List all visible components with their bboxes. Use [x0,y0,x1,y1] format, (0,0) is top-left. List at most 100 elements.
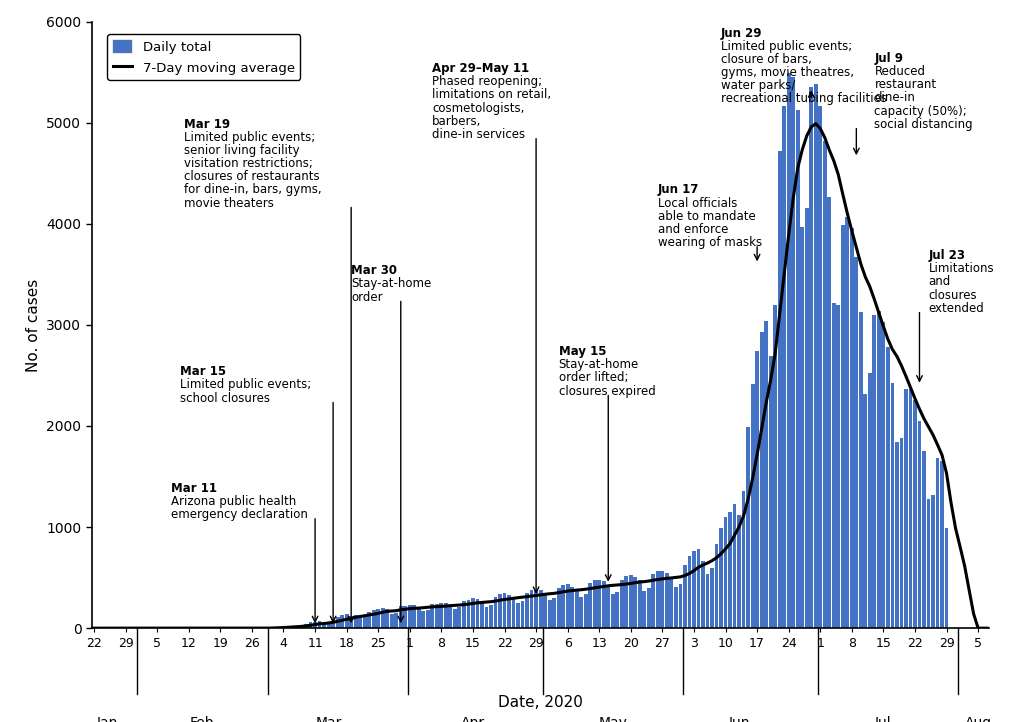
Bar [700,562,704,628]
Bar [925,500,929,628]
Bar [543,593,546,628]
Bar [763,321,767,628]
Text: gyms, movie theatres,: gyms, movie theatres, [720,66,853,79]
Text: capacity (50%);: capacity (50%); [873,105,966,118]
Bar [417,608,420,628]
Bar [452,609,457,628]
Text: school closures: school closures [179,391,269,404]
Text: Limited public events;: Limited public events; [184,131,315,144]
Bar [313,622,317,628]
Bar [836,305,840,628]
Text: Mar: Mar [315,716,341,722]
Bar [741,491,745,628]
Bar [899,438,903,628]
Bar [718,529,722,628]
Text: Mar 19: Mar 19 [184,118,230,131]
Bar [588,583,592,628]
Bar [944,528,948,628]
Text: Aug: Aug [964,716,990,722]
Bar [340,615,343,628]
Bar [367,612,371,628]
Bar [637,580,641,628]
Text: Mar 30: Mar 30 [351,264,396,277]
Bar [890,383,894,628]
Text: Jun 17: Jun 17 [657,183,699,196]
Bar [448,605,451,628]
Bar [272,627,276,628]
Bar [610,594,614,628]
Bar [601,581,605,628]
Bar [363,615,366,628]
Bar [317,621,321,628]
Bar [583,594,587,628]
Text: wearing of masks: wearing of masks [657,236,761,249]
Bar [754,351,758,628]
Bar [290,626,294,628]
Text: order: order [351,290,382,303]
Bar [344,614,348,628]
Bar [930,495,934,628]
Text: Feb: Feb [190,716,214,722]
Bar [421,612,425,628]
Bar [385,609,389,628]
Text: Mar 15: Mar 15 [179,365,225,378]
Bar [354,615,358,628]
Bar [655,570,659,628]
Bar [551,598,555,628]
Text: for dine-in, bars, gyms,: for dine-in, bars, gyms, [184,183,322,196]
Bar [808,87,812,628]
Bar [903,389,907,628]
Text: May: May [598,716,627,722]
Bar [493,596,497,628]
Text: able to mandate: able to mandate [657,209,755,222]
Text: Jul 23: Jul 23 [927,249,965,262]
Bar [538,591,542,628]
Text: limitations on retail,: limitations on retail, [432,88,551,101]
Bar [488,605,492,628]
Bar [560,585,565,628]
Bar [394,613,397,628]
Text: Jul: Jul [874,716,891,722]
Bar [800,227,803,628]
Bar [691,551,695,628]
Bar [614,592,619,628]
Bar [412,605,416,628]
Bar [750,384,754,628]
Bar [439,603,443,628]
Bar [277,627,280,628]
Text: Phased reopening;: Phased reopening; [432,75,542,88]
Text: Jun: Jun [728,716,749,722]
Bar [746,427,749,628]
Bar [331,621,334,628]
Bar [940,461,943,628]
Bar [294,626,299,628]
Bar [556,588,560,628]
Bar [534,590,537,628]
Bar [813,84,817,628]
Bar [786,73,790,628]
Text: and: and [927,275,950,288]
Text: Local officials: Local officials [657,196,737,209]
Text: cosmetologists,: cosmetologists, [432,102,524,115]
Bar [300,625,304,628]
Bar [642,591,646,628]
Bar [934,458,938,628]
Text: Limited public events;: Limited public events; [720,40,852,53]
Bar [894,443,898,628]
Text: Arizona public health: Arizona public health [170,495,296,508]
Bar [709,568,713,628]
Text: Stay-at-home: Stay-at-home [351,277,431,290]
Bar [512,597,515,628]
Bar [547,600,551,628]
Bar [434,604,438,628]
Bar [832,303,835,628]
Bar [912,400,916,628]
Text: Mar 11: Mar 11 [170,482,216,495]
Text: closures expired: closures expired [558,385,655,398]
Bar [668,578,673,628]
Bar [845,217,849,628]
Text: visitation restrictions;: visitation restrictions; [184,157,313,170]
Bar [678,584,682,628]
Bar [646,588,650,628]
Bar [863,393,866,628]
